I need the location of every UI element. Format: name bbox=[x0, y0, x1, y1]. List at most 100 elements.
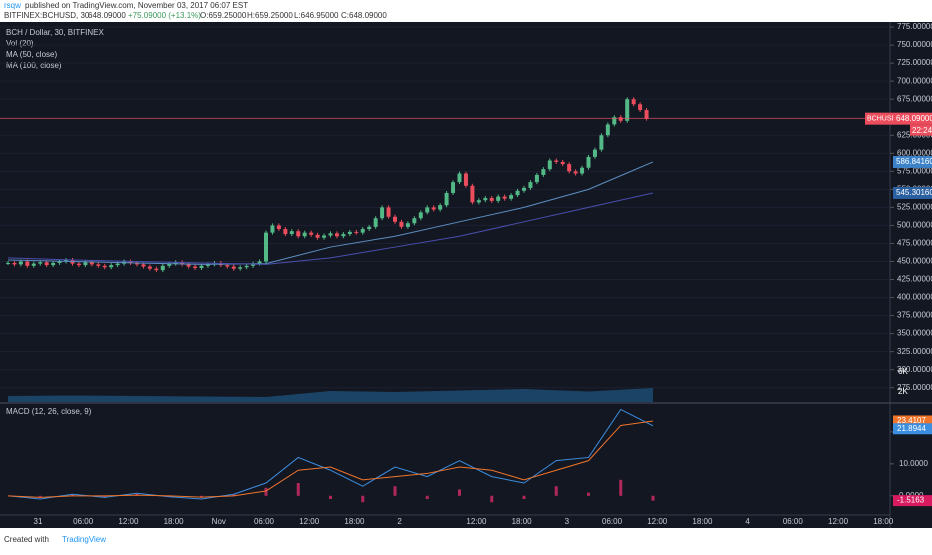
y-tick-label: 475.00000 bbox=[897, 239, 932, 248]
candle bbox=[418, 212, 423, 219]
x-tick-label: 12:00 bbox=[828, 517, 849, 526]
candle bbox=[264, 232, 268, 262]
x-tick-label: Nov bbox=[212, 517, 226, 526]
y-tick-label: 675.00000 bbox=[897, 94, 932, 103]
x-tick-label: 4 bbox=[745, 517, 750, 526]
candle bbox=[463, 173, 468, 186]
y-tick-label: 10.0000 bbox=[899, 459, 928, 468]
candle bbox=[386, 207, 391, 217]
legend-ma100: MA (100, close) bbox=[6, 61, 62, 70]
candle bbox=[180, 262, 185, 265]
candle bbox=[496, 196, 501, 201]
candle bbox=[225, 265, 230, 267]
volume-label: 6K bbox=[898, 367, 908, 376]
candle bbox=[560, 161, 565, 165]
candle bbox=[334, 233, 339, 237]
candle bbox=[96, 264, 101, 266]
x-tick-label: 06:00 bbox=[783, 517, 804, 526]
candle bbox=[405, 223, 410, 227]
candle bbox=[315, 234, 320, 238]
candle bbox=[238, 267, 243, 269]
x-tick-label: 12:00 bbox=[647, 517, 668, 526]
candle bbox=[354, 231, 359, 233]
candle bbox=[470, 185, 475, 203]
macd-line bbox=[7, 420, 654, 498]
candle bbox=[425, 207, 430, 213]
y-tick-label: 275.00000 bbox=[897, 383, 932, 392]
candle bbox=[322, 235, 327, 238]
histogram-bar bbox=[329, 495, 332, 500]
y-tick-label: 700.00000 bbox=[897, 76, 932, 85]
candle bbox=[554, 160, 559, 162]
candle bbox=[128, 261, 133, 263]
footer-brand[interactable]: TradingView bbox=[62, 535, 106, 544]
histogram-bar bbox=[651, 495, 655, 501]
candle bbox=[528, 182, 533, 188]
macd-tag-bg bbox=[893, 495, 932, 507]
candle bbox=[6, 262, 10, 264]
ma-tag: 586.84160 bbox=[896, 157, 932, 166]
x-tick-label: 2 bbox=[397, 517, 402, 526]
publisher[interactable]: rsqw bbox=[4, 1, 21, 10]
candle bbox=[12, 262, 17, 265]
x-tick-label: 18:00 bbox=[873, 517, 894, 526]
candle bbox=[631, 99, 636, 105]
histogram-bar bbox=[296, 483, 300, 496]
legend-main: BCH / Dollar, 30, BITFINEX bbox=[6, 28, 104, 37]
histogram-bar bbox=[425, 495, 429, 500]
x-tick-label: 06:00 bbox=[254, 517, 275, 526]
volume-label: 2K bbox=[898, 387, 908, 396]
candle bbox=[109, 265, 114, 268]
candle bbox=[341, 234, 346, 237]
y-tick-label: 575.00000 bbox=[897, 166, 932, 175]
candle bbox=[444, 192, 449, 206]
candle bbox=[380, 207, 385, 219]
candle bbox=[644, 110, 649, 119]
legend-macd: MACD (12, 26, close, 9) bbox=[6, 407, 92, 416]
histogram-bar bbox=[361, 495, 365, 503]
candle bbox=[522, 187, 526, 191]
macd-tag: 23.4107 bbox=[897, 416, 926, 425]
candle bbox=[567, 164, 572, 172]
candle bbox=[64, 260, 69, 262]
candle bbox=[431, 207, 436, 210]
candle bbox=[231, 266, 236, 269]
timer: 22:24 bbox=[912, 126, 932, 135]
histogram-bar bbox=[393, 486, 397, 496]
x-tick-label: 12:00 bbox=[466, 517, 487, 526]
candle bbox=[83, 262, 88, 266]
y-tick-label: 300.00000 bbox=[897, 365, 932, 374]
candle bbox=[289, 231, 294, 235]
candle bbox=[412, 218, 417, 224]
candle bbox=[605, 124, 610, 136]
x-tick-label: 18:00 bbox=[692, 517, 713, 526]
candle bbox=[76, 263, 81, 266]
macd-tag-bg bbox=[893, 415, 932, 427]
y-tick-label: 450.00000 bbox=[897, 257, 932, 266]
histogram-bar bbox=[103, 495, 107, 498]
ma-tag: 545.30160 bbox=[896, 188, 932, 197]
candle bbox=[154, 268, 159, 271]
legend-vol: Vol (20) bbox=[6, 39, 34, 48]
ohlc: L:646.95000 bbox=[294, 11, 339, 20]
candle bbox=[483, 198, 488, 201]
candle bbox=[205, 264, 210, 266]
candle bbox=[51, 262, 56, 266]
chart-area bbox=[0, 22, 932, 528]
y-tick-label: 375.00000 bbox=[897, 311, 932, 320]
candle bbox=[580, 167, 585, 174]
candle bbox=[309, 232, 314, 235]
candle bbox=[193, 266, 198, 268]
histogram-bar bbox=[490, 495, 494, 503]
candle bbox=[25, 261, 30, 266]
candle bbox=[270, 225, 275, 233]
x-tick-label: 31 bbox=[34, 517, 43, 526]
candle bbox=[160, 265, 165, 271]
candle bbox=[573, 171, 578, 174]
candle bbox=[373, 218, 378, 227]
footer-created: Created with bbox=[4, 535, 49, 544]
ohlc: H:659.25000 bbox=[247, 11, 293, 20]
candle bbox=[302, 232, 307, 237]
